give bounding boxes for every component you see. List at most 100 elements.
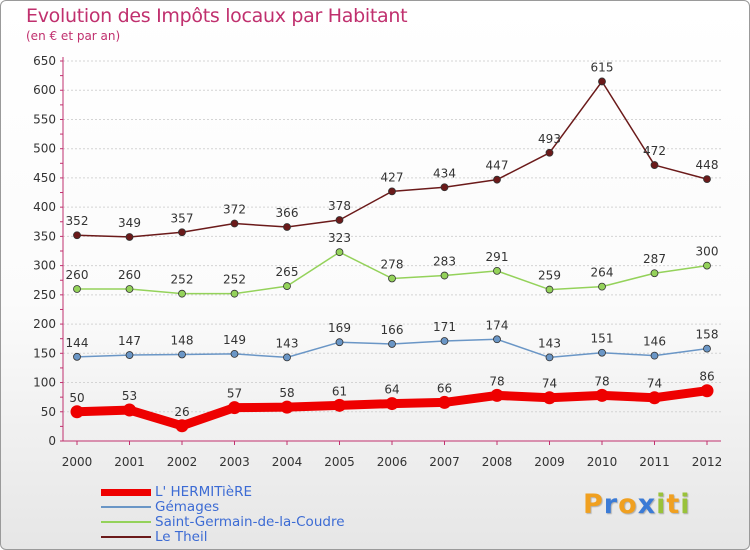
chart-subtitle: (en € et par an): [26, 29, 121, 43]
data-point: [543, 391, 556, 405]
y-tick-label: 600: [33, 83, 56, 97]
data-point: [440, 337, 449, 345]
x-tick-label: 2009: [534, 455, 565, 469]
data-label: 147: [118, 334, 141, 348]
data-point: [703, 175, 711, 183]
logo-letter: o: [618, 489, 638, 520]
data-label: 144: [66, 336, 89, 350]
x-tick-label: 2003: [219, 455, 250, 469]
logo-letter: P: [583, 489, 604, 520]
data-point: [650, 269, 659, 278]
y-tick-label: 250: [33, 288, 56, 302]
x-tick-label: 2008: [482, 455, 513, 469]
data-label: 149: [223, 333, 246, 347]
data-point: [598, 77, 606, 86]
legend-swatch: [101, 536, 151, 538]
logo-letter: t: [666, 489, 681, 520]
data-label: 143: [276, 336, 299, 350]
data-label: 349: [118, 216, 141, 230]
x-tick-label: 2012: [692, 455, 723, 469]
legend-label: L' HERMITièRE: [155, 484, 253, 500]
data-label: 264: [591, 266, 614, 280]
legend-label: Le Theil: [155, 529, 208, 545]
data-label: 26: [174, 405, 189, 419]
y-tick-label: 500: [33, 142, 56, 156]
legend-swatch: [101, 521, 151, 523]
data-point: [178, 289, 186, 298]
data-point: [493, 266, 501, 275]
data-point: [70, 405, 84, 419]
data-label: 260: [118, 268, 141, 282]
data-label: 427: [381, 170, 404, 184]
x-tick-label: 2000: [62, 455, 93, 469]
data-point: [125, 233, 134, 241]
data-label: 74: [542, 377, 557, 391]
data-label: 169: [328, 321, 351, 335]
legend-swatch: [101, 506, 151, 508]
data-point: [125, 285, 134, 293]
y-tick-label: 400: [33, 200, 56, 214]
x-tick-label: 2001: [114, 455, 145, 469]
data-label: 260: [66, 268, 89, 282]
data-label: 64: [384, 383, 399, 397]
data-label: 151: [591, 332, 614, 346]
x-tick-label: 2002: [167, 455, 198, 469]
data-label: 259: [538, 269, 561, 283]
data-point: [385, 397, 399, 411]
data-label: 143: [538, 336, 561, 350]
data-point: [650, 351, 659, 360]
data-point: [178, 350, 186, 359]
x-tick-label: 2007: [429, 455, 460, 469]
data-label: 283: [433, 255, 456, 269]
data-point: [178, 228, 186, 237]
x-tick-label: 2010: [587, 455, 618, 469]
data-point: [438, 395, 451, 409]
data-label: 50: [69, 391, 84, 405]
logo-letter: i: [656, 489, 667, 520]
data-label: 615: [591, 60, 614, 74]
proxiti-logo: Proxiti: [583, 489, 691, 520]
y-tick-label: 0: [48, 434, 56, 448]
data-label: 357: [171, 211, 194, 225]
data-label: 66: [437, 381, 452, 395]
data-label: 278: [381, 257, 404, 271]
data-point: [335, 338, 344, 347]
data-label: 434: [433, 166, 456, 180]
legend-swatch: [101, 488, 151, 496]
logo-letter: r: [603, 489, 619, 520]
data-point: [598, 282, 606, 291]
y-tick-label: 300: [33, 259, 56, 273]
data-label: 166: [381, 323, 404, 337]
logo-letter: i: [680, 489, 691, 520]
x-tick-label: 2004: [272, 455, 303, 469]
chart-title: Evolution des Impôts locaux par Habitant: [26, 5, 408, 27]
legend-label: Gémages: [155, 499, 220, 515]
data-label: 78: [594, 374, 609, 388]
data-point: [280, 400, 294, 414]
data-label: 252: [223, 273, 246, 287]
data-label: 265: [276, 265, 299, 279]
data-label: 493: [538, 132, 561, 146]
data-point: [598, 348, 606, 357]
y-tick-label: 550: [33, 112, 56, 126]
data-point: [335, 248, 344, 257]
data-point: [283, 282, 291, 290]
data-point: [440, 271, 449, 280]
data-point: [493, 175, 501, 184]
data-point: [545, 353, 554, 362]
data-point: [545, 148, 554, 157]
data-label: 53: [122, 389, 137, 403]
data-label: 78: [489, 374, 504, 388]
data-point: [230, 219, 239, 228]
y-tick-label: 50: [41, 405, 56, 419]
data-point: [283, 223, 291, 231]
data-point: [490, 388, 504, 402]
data-point: [125, 351, 134, 359]
data-label: 352: [66, 214, 89, 228]
data-label: 58: [279, 386, 294, 400]
data-point: [700, 384, 714, 398]
data-label: 158: [696, 328, 719, 342]
x-tick-label: 2011: [639, 455, 670, 469]
